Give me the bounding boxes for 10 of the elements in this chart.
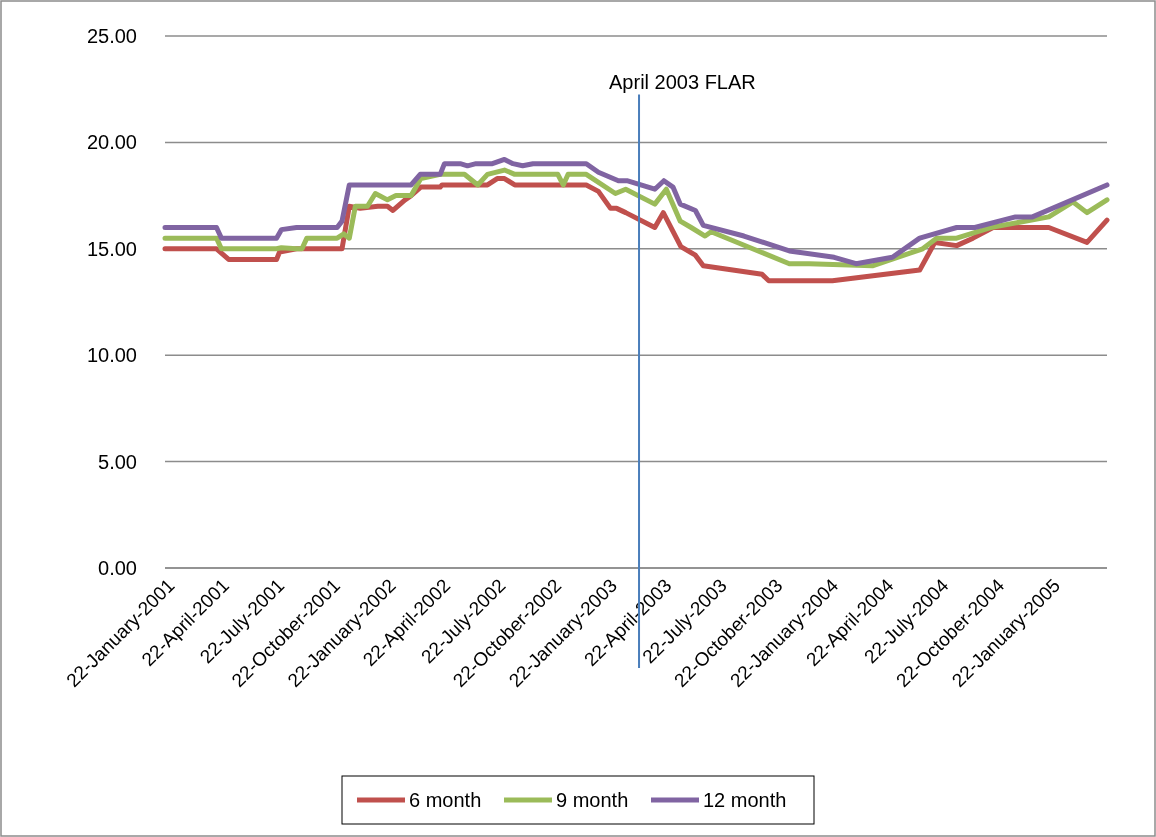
y-tick-label: 5.00 xyxy=(98,450,137,473)
y-tick-label: 0.00 xyxy=(98,557,137,579)
y-tick-label: 25.00 xyxy=(86,25,137,47)
y-tick-label: 10.00 xyxy=(86,344,137,367)
y-tick-label: 15.00 xyxy=(86,237,137,260)
legend-label: 9 month xyxy=(556,789,629,811)
y-tick-label: 20.00 xyxy=(86,131,137,154)
ref-line-label: April 2003 FLAR xyxy=(609,70,756,93)
legend-label: 6 month xyxy=(409,789,482,811)
legend-label: 12 month xyxy=(703,789,787,811)
